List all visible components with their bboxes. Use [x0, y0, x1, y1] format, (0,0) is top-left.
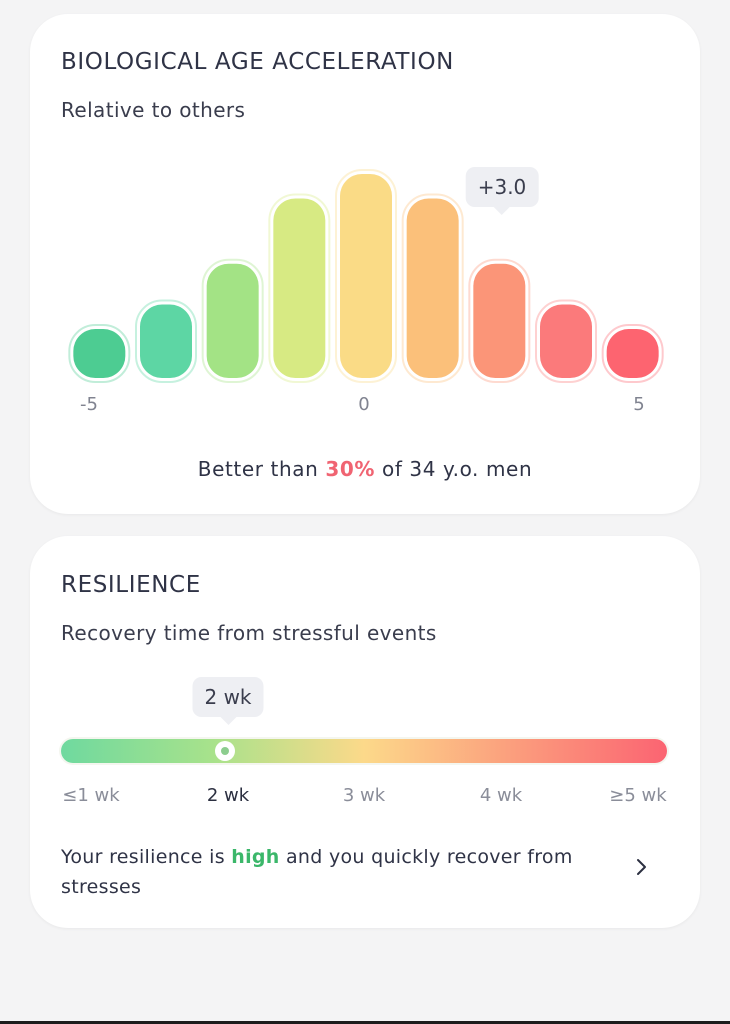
resilience-summary: Your resilience is high and you quickly …: [61, 842, 581, 902]
resilience-level: high: [231, 846, 280, 868]
bio-age-value-tooltip: +3.0: [465, 167, 539, 207]
bar: [340, 174, 392, 378]
bar: [140, 304, 192, 378]
bar: [273, 198, 326, 378]
bio-age-subtitle: Relative to others: [61, 98, 246, 122]
resilience-summary-suffix: and you quickly recover from stresses: [61, 846, 573, 898]
summary-prefix: Better than: [197, 457, 326, 481]
summary-suffix: of 34 y.o. men: [375, 457, 533, 481]
axis-min-label: -5: [80, 394, 98, 415]
tick-label: 4 wk: [479, 785, 523, 806]
axis-mid-label: 0: [358, 394, 370, 415]
bio-age-distribution-chart: [68, 169, 664, 384]
resilience-summary-prefix: Your resilience is: [61, 846, 232, 868]
bar: [206, 263, 259, 378]
summary-percent: 30%: [325, 457, 376, 481]
resilience-card[interactable]: RESILIENCE Recovery time from stressful …: [30, 536, 700, 928]
resilience-scale-bar: [61, 739, 667, 763]
tick-label: ≤1 wk: [62, 785, 120, 806]
bar: [73, 329, 126, 378]
tick-label: 3 wk: [342, 785, 386, 806]
chevron-right-icon[interactable]: [628, 854, 654, 880]
resilience-marker-dot: [220, 747, 229, 755]
tick-label-active: 2 wk: [206, 785, 250, 806]
bar: [606, 329, 659, 378]
resilience-subtitle: Recovery time from stressful events: [61, 621, 437, 645]
bar: [406, 198, 459, 378]
bio-age-title: BIOLOGICAL AGE ACCELERATION: [61, 49, 454, 75]
tick-label: ≥5 wk: [609, 785, 667, 806]
axis-max-label: 5: [633, 394, 645, 415]
resilience-marker: [214, 741, 235, 761]
bio-age-card: BIOLOGICAL AGE ACCELERATION Relative to …: [30, 14, 700, 514]
bar: [540, 304, 592, 378]
resilience-value-tooltip: 2 wk: [192, 677, 264, 717]
bottom-edge: [0, 1021, 730, 1024]
resilience-title: RESILIENCE: [61, 572, 201, 598]
bar-highlighted: [473, 263, 526, 378]
bio-age-summary: Better than 30% of 34 y.o. men: [30, 457, 700, 481]
